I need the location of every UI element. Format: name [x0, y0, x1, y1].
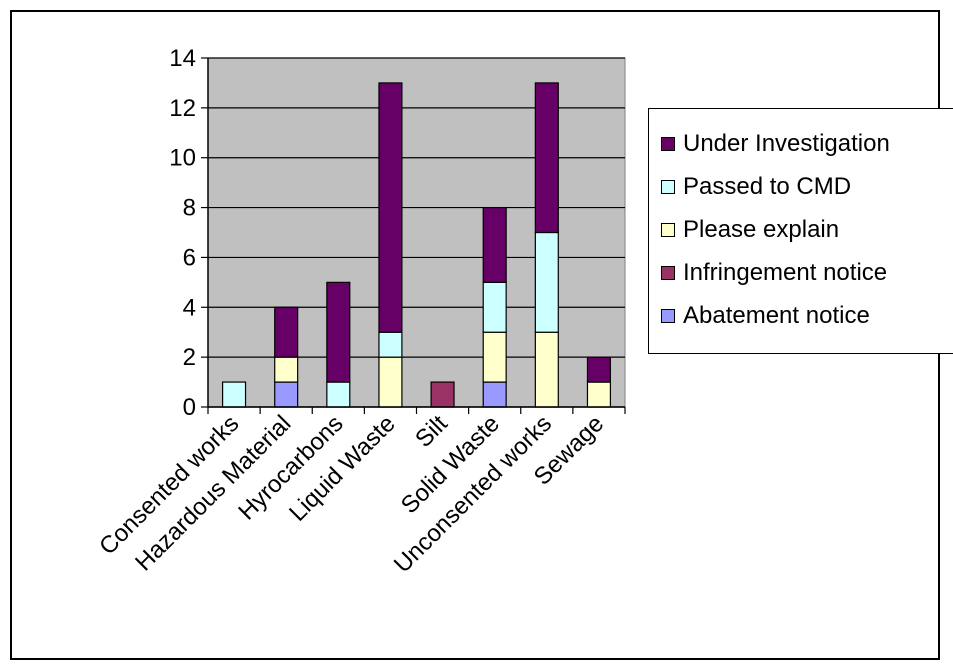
bar-segment — [378, 356, 403, 408]
bar-segment — [274, 306, 299, 358]
bar-segment — [326, 381, 351, 408]
bar-segment — [534, 231, 559, 333]
bar-segment — [482, 381, 507, 408]
x-category-label: Silt — [410, 410, 453, 453]
legend-item: Under Investigation — [661, 129, 890, 159]
bar-segment — [482, 331, 507, 383]
legend-label: Under Investigation — [683, 130, 890, 157]
bar-segment — [586, 356, 612, 383]
bar-segment — [378, 331, 403, 358]
legend-swatch — [661, 266, 675, 280]
y-tick-label: 2 — [183, 344, 196, 371]
plot-background — [207, 57, 626, 408]
bar-segment — [534, 82, 559, 234]
chart-legend: Under Investigation Passed to CMD Please e… — [648, 108, 953, 354]
legend-swatch — [661, 180, 675, 194]
bar-segment — [430, 381, 455, 408]
y-tick-label: 8 — [183, 195, 196, 222]
legend-label: Infringement notice — [683, 259, 888, 286]
bar-segment — [534, 331, 559, 408]
legend-item: Infringement notice — [661, 258, 887, 288]
y-tick-label: 12 — [169, 95, 196, 122]
bar-segment — [274, 356, 299, 383]
y-tick-label: 6 — [183, 244, 196, 271]
y-tick-label: 14 — [169, 45, 196, 72]
bar-segment — [482, 281, 507, 333]
bar-segment — [378, 82, 403, 333]
legend-item: Passed to CMD — [661, 172, 851, 202]
legend-swatch — [661, 309, 675, 323]
legend-label: Abatement notice — [683, 302, 870, 329]
y-tick-label: 0 — [183, 394, 196, 421]
legend-label: Please explain — [683, 216, 840, 243]
legend-swatch — [661, 223, 675, 237]
bar-segment — [221, 381, 247, 408]
bar-segment — [482, 206, 507, 283]
legend-item: Abatement notice — [661, 301, 870, 331]
bar-segment — [326, 281, 351, 383]
y-tick-label: 4 — [183, 294, 196, 321]
legend-label: Passed to CMD — [683, 173, 852, 200]
legend-swatch — [661, 137, 675, 151]
bar-segment — [274, 381, 299, 408]
bar-segment — [586, 381, 612, 408]
legend-item: Please explain — [661, 215, 839, 245]
y-tick-label: 10 — [169, 145, 196, 172]
